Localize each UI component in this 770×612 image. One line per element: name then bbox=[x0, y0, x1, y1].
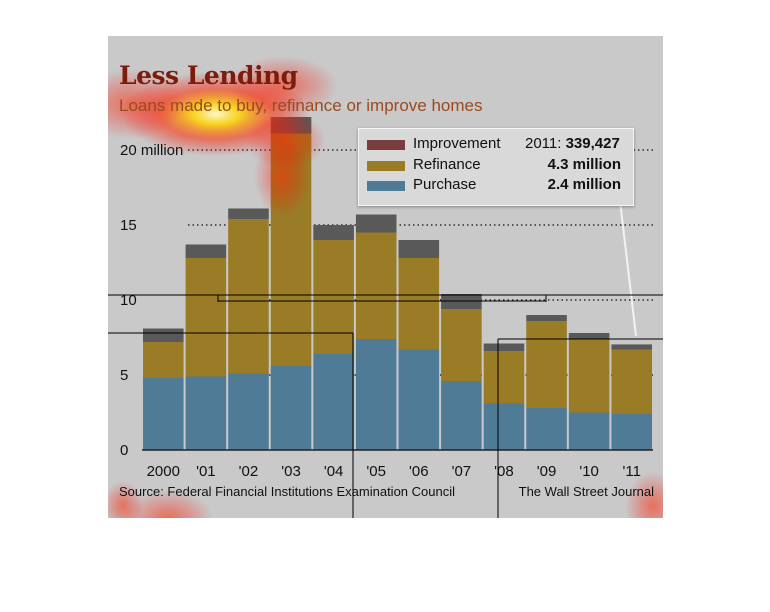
legend-value-purchase: 2.4 million bbox=[547, 176, 621, 193]
legend-value-refinance: 4.3 million bbox=[547, 156, 621, 173]
legend-item-refinance: Refinance 4.3 million bbox=[367, 156, 627, 176]
x-tick-label: '02 bbox=[239, 463, 259, 480]
bar-refinance bbox=[483, 351, 525, 404]
bar-purchase bbox=[313, 354, 354, 450]
x-tick-label: '10 bbox=[579, 463, 599, 480]
legend-box: Improvement 2011: 339,427 Refinance 4.3 … bbox=[358, 128, 634, 206]
x-tick-label: '01 bbox=[196, 463, 216, 480]
y-tick-label: 5 bbox=[120, 367, 128, 384]
bar-refinance bbox=[526, 321, 567, 408]
legend-swatch-refinance bbox=[367, 161, 405, 171]
chart-panel: 0 5 10 15 20 million 2000'01'02'03'04'05'06 '… bbox=[108, 36, 663, 518]
bar-purchase bbox=[568, 412, 610, 450]
legend-label-improvement: Improvement bbox=[413, 135, 501, 152]
bar-refinance bbox=[313, 240, 354, 354]
bar-purchase bbox=[483, 403, 525, 450]
bar-refinance bbox=[398, 258, 440, 350]
bar-refinance bbox=[568, 339, 610, 413]
bar-improvement bbox=[313, 225, 354, 240]
bar-purchase bbox=[228, 373, 269, 450]
legend-item-purchase: Purchase 2.4 million bbox=[367, 176, 627, 196]
legend-callout-line bbox=[619, 200, 637, 337]
x-tick-label: '03 bbox=[281, 463, 301, 480]
bar-improvement bbox=[483, 343, 525, 351]
source-note: Source: Federal Financial Institutions E… bbox=[119, 484, 456, 499]
bar-improvement bbox=[526, 315, 567, 321]
bar-improvement bbox=[185, 244, 227, 258]
bar-refinance bbox=[228, 219, 269, 374]
legend-swatch-improvement bbox=[367, 140, 405, 150]
bar-purchase bbox=[611, 414, 652, 450]
bar-improvement bbox=[143, 328, 184, 342]
chart-subtitle: Loans made to buy, refinance or improve … bbox=[119, 96, 483, 115]
bar-purchase bbox=[441, 381, 482, 450]
bar-purchase bbox=[398, 349, 440, 450]
bar-improvement bbox=[611, 344, 652, 350]
y-tick-label: 10 bbox=[120, 292, 137, 309]
y-tick-label: 15 bbox=[120, 217, 137, 234]
x-tick-label: '11 bbox=[622, 463, 640, 480]
x-tick-label: '07 bbox=[452, 463, 472, 480]
bar-improvement bbox=[398, 240, 440, 258]
chart-title: Less Lending bbox=[119, 61, 298, 90]
bar-purchase bbox=[185, 376, 227, 450]
heatmap-overlay bbox=[108, 56, 663, 518]
bar-purchase bbox=[526, 408, 567, 450]
x-tick-label: '08 bbox=[494, 463, 514, 480]
legend-value-improvement: 2011: 339,427 bbox=[525, 135, 620, 152]
bar-refinance bbox=[441, 309, 482, 381]
bar-improvement bbox=[355, 214, 397, 233]
x-tick-label: 2000 bbox=[147, 463, 180, 480]
y-tick-label: 0 bbox=[120, 442, 128, 459]
bar-purchase bbox=[355, 339, 397, 450]
bar-improvement bbox=[441, 294, 482, 309]
bar-purchase bbox=[143, 378, 184, 450]
legend-label-purchase: Purchase bbox=[413, 176, 477, 193]
bar-improvement bbox=[228, 208, 269, 219]
bar-improvement bbox=[568, 333, 610, 339]
bar-refinance bbox=[143, 342, 184, 378]
x-tick-label: '06 bbox=[409, 463, 429, 480]
bar-refinance bbox=[185, 258, 227, 377]
x-tick-label: '09 bbox=[537, 463, 557, 480]
x-tick-label: '05 bbox=[366, 463, 386, 480]
bar-purchase bbox=[270, 366, 312, 450]
x-tick-label: '04 bbox=[324, 463, 344, 480]
bar-refinance bbox=[355, 232, 397, 339]
legend-label-refinance: Refinance bbox=[413, 156, 481, 173]
bar-refinance bbox=[611, 349, 652, 414]
legend-swatch-purchase bbox=[367, 181, 405, 191]
publisher-credit: The Wall Street Journal bbox=[518, 484, 654, 499]
